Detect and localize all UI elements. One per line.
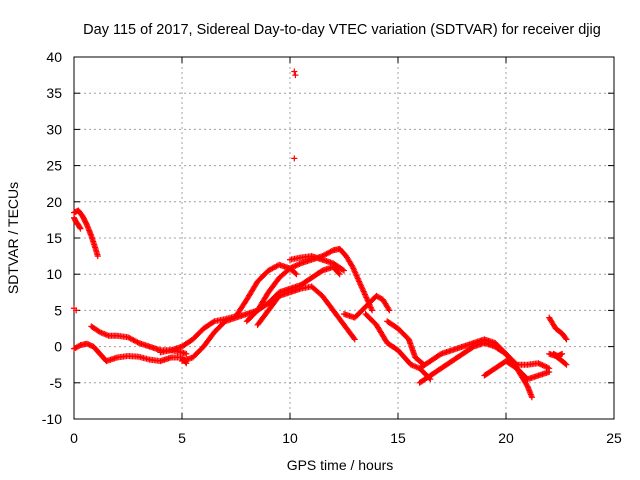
data-point <box>536 360 543 367</box>
data-point <box>546 368 553 375</box>
y-tick-label: 10 <box>46 266 62 282</box>
data-point <box>523 382 530 389</box>
x-axis-label: GPS time / hours <box>287 457 394 473</box>
grid-lines <box>74 57 614 419</box>
data-markers <box>71 68 570 401</box>
data-point <box>210 319 217 326</box>
y-tick-label: 35 <box>46 85 62 101</box>
data-point <box>559 350 566 357</box>
data-point <box>538 361 545 368</box>
data-point <box>295 261 302 268</box>
data-point <box>76 224 83 231</box>
x-tick-label: 10 <box>282 430 298 446</box>
y-tick-label: 20 <box>46 194 62 210</box>
outlier-point <box>291 68 298 75</box>
data-point <box>341 267 347 274</box>
data-point <box>540 362 547 369</box>
data-point <box>292 262 299 269</box>
data-point <box>386 307 393 314</box>
data-point <box>562 360 569 367</box>
data-point <box>287 265 293 272</box>
data-point <box>339 266 346 273</box>
data-point <box>563 336 570 343</box>
data-point <box>293 262 300 269</box>
data-point <box>539 362 546 369</box>
data-point <box>562 335 569 342</box>
y-tick-label: 5 <box>54 302 62 318</box>
data-point <box>542 363 549 370</box>
data-point <box>94 253 101 260</box>
data-point <box>336 271 343 278</box>
data-point <box>385 306 392 313</box>
outlier-point <box>73 307 80 314</box>
x-tick-label: 25 <box>606 430 622 446</box>
x-tick-label: 0 <box>70 430 78 446</box>
data-point <box>289 264 296 271</box>
data-point <box>328 248 335 255</box>
y-tick-label: 30 <box>46 121 62 137</box>
data-point <box>543 364 550 371</box>
y-tick-label: 15 <box>46 230 62 246</box>
y-tick-label: 40 <box>46 49 62 65</box>
data-point <box>134 339 141 346</box>
data-point <box>77 225 84 232</box>
data-point <box>291 263 298 270</box>
data-point <box>296 260 303 267</box>
outlier-point <box>292 72 299 79</box>
y-tick-label: 25 <box>46 158 62 174</box>
outlier-point <box>291 155 298 162</box>
axis-ticks: 0 5 10 15 20 25 -10 -5 0 5 10 15 20 25 30 35 40 <box>42 49 622 446</box>
data-point <box>293 271 300 278</box>
y-tick-label: -10 <box>42 411 62 427</box>
x-tick-label: 5 <box>178 430 186 446</box>
data-point <box>351 336 358 343</box>
x-tick-label: 15 <box>390 430 406 446</box>
data-point <box>369 307 376 314</box>
data-point <box>350 335 357 342</box>
y-tick-label: 0 <box>54 339 62 355</box>
y-tick-label: -5 <box>50 375 63 391</box>
data-point <box>535 360 542 367</box>
chart-title: Day 115 of 2017, Sidereal Day-to-day VTE… <box>83 22 601 38</box>
y-axis-label: SDTVAR / TECUs <box>5 182 21 294</box>
data-point <box>563 361 570 368</box>
x-tick-label: 20 <box>498 430 514 446</box>
data-point <box>335 270 342 277</box>
data-point <box>183 350 190 357</box>
data-point <box>292 270 299 277</box>
data-point <box>528 394 535 401</box>
data-point <box>288 264 295 271</box>
